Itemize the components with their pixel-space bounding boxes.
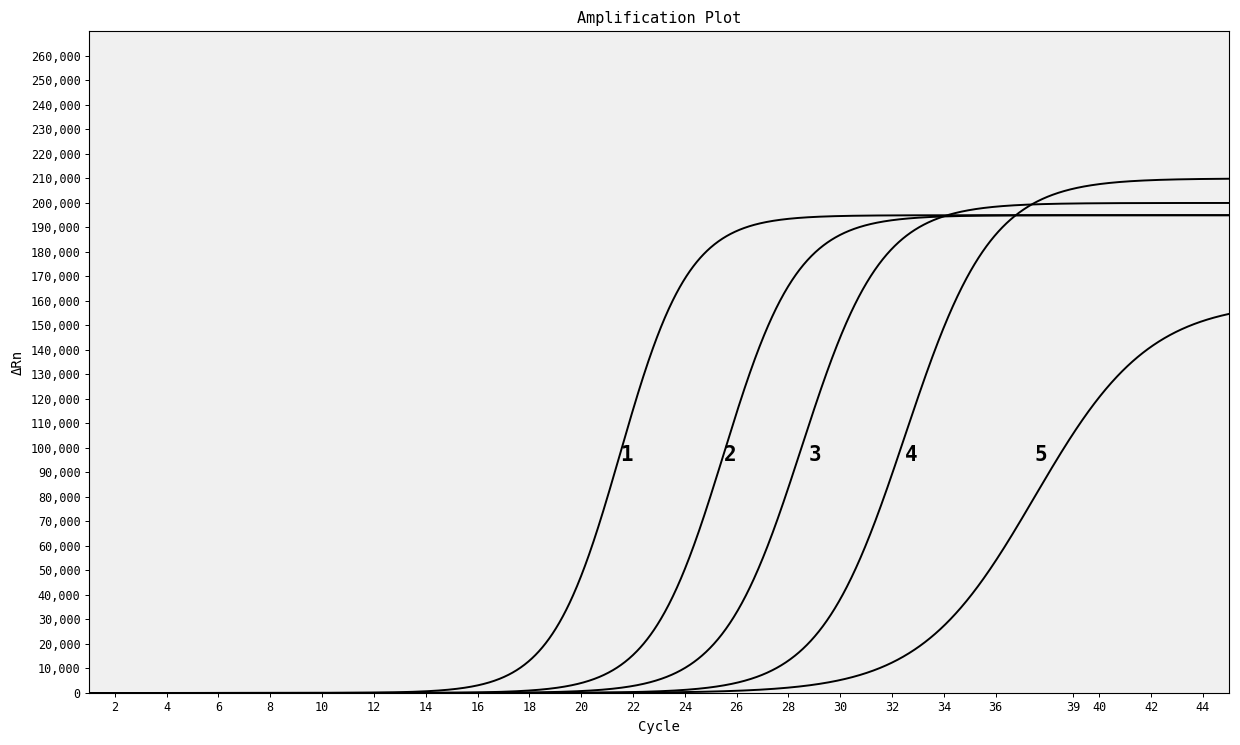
Text: 2: 2 <box>724 446 737 466</box>
X-axis label: Cycle: Cycle <box>637 720 680 734</box>
Text: 4: 4 <box>905 446 918 466</box>
Text: 5: 5 <box>1034 446 1048 466</box>
Y-axis label: ΔRn: ΔRn <box>11 349 25 375</box>
Text: 3: 3 <box>810 446 822 466</box>
Title: Amplification Plot: Amplification Plot <box>577 11 742 26</box>
Text: 1: 1 <box>620 446 632 466</box>
